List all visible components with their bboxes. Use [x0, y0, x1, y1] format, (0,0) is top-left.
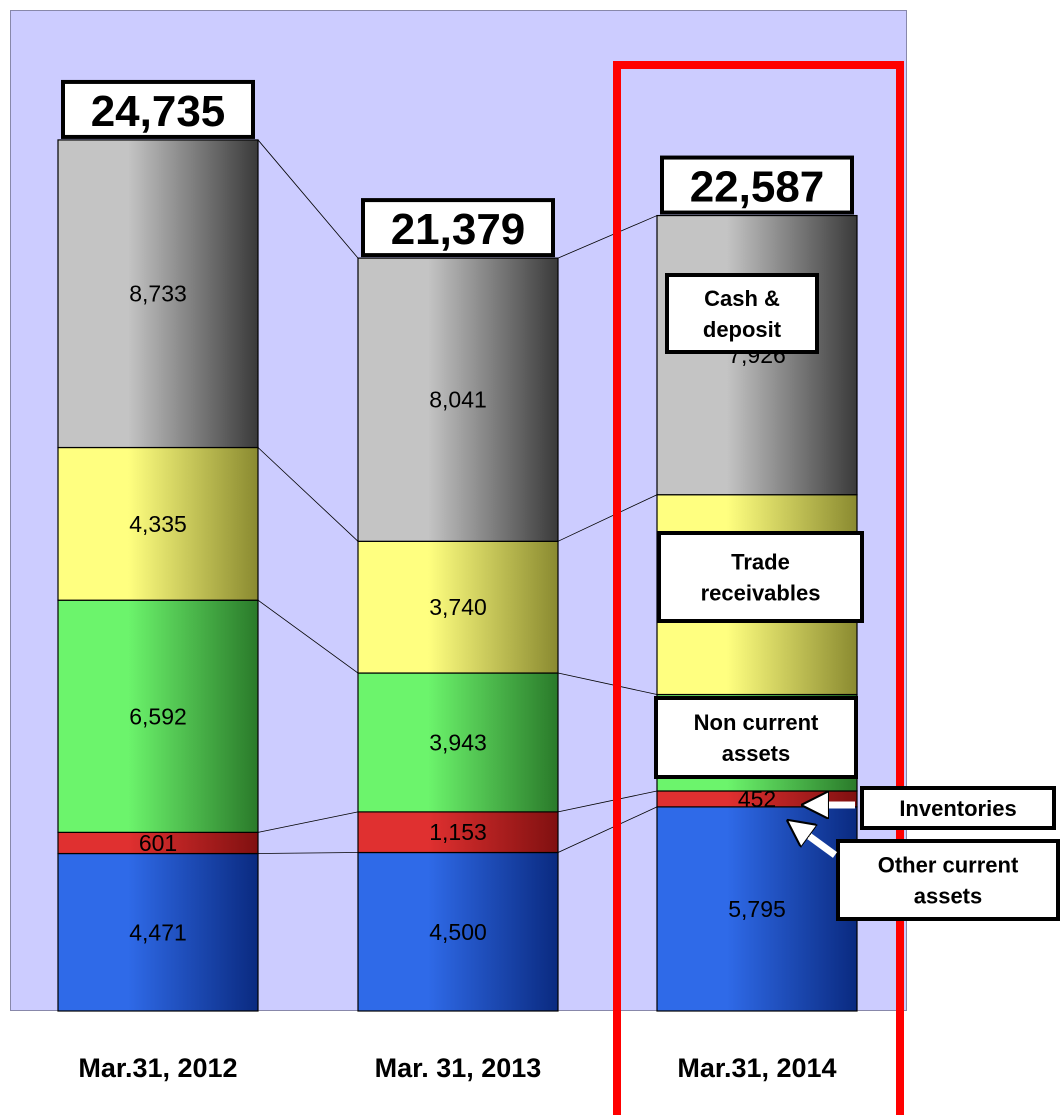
connector-line: [557, 806, 658, 853]
highlight-frame: [613, 61, 904, 1115]
callout-label: Trade: [731, 550, 790, 575]
connector-line: [557, 215, 658, 259]
connector-line: [257, 811, 359, 833]
bar-cash-deposit-1: [57, 139, 259, 449]
callout-label: assets: [722, 741, 791, 766]
callout-box: [657, 531, 864, 623]
value-labels: 4,471 601 6,592 4,335 8,733 4,500 1,153 3,943 3,…: [129, 281, 786, 946]
bar-other-current-assets-2: [357, 811, 559, 854]
total-labels: 24,735 21,379 22,587: [61, 79, 854, 258]
connector-line: [557, 672, 658, 695]
bar-inventories-2: [357, 672, 559, 813]
bar-cash-deposit-2: [357, 257, 559, 542]
value-label-non-current-assets-3: 5,795: [728, 896, 786, 922]
bars: [57, 139, 858, 1012]
bar-non-current-assets-1: [57, 852, 259, 1012]
callout-box: [860, 786, 1056, 830]
callout-other-current-assets: Other current assets: [836, 839, 1060, 921]
value-label-other-current-assets-2: 1,153: [429, 819, 487, 845]
callout-label: Inventories: [899, 796, 1016, 821]
value-label-cash-deposit-2: 8,041: [429, 387, 487, 413]
callout-label: Other current: [878, 853, 1019, 878]
total-label-3: 22,587: [690, 163, 825, 212]
connector-line: [557, 494, 658, 542]
value-label-trade-receivables-1: 4,335: [129, 511, 187, 537]
connector-line: [257, 139, 359, 259]
value-label-other-current-assets-1: 601: [139, 830, 177, 856]
callouts: Cash & deposit Trade receivables Inventories…: [654, 273, 1060, 921]
value-label-other-current-assets-3: 452: [738, 786, 776, 812]
arrow-icon: [798, 828, 838, 858]
value-label-trade-receivables-2: 3,740: [429, 594, 487, 620]
connector-line: [257, 447, 359, 542]
total-label-1: 24,735: [91, 87, 226, 136]
value-label-non-current-assets-1: 4,471: [129, 919, 187, 945]
value-label-inventories-2: 3,943: [429, 729, 487, 755]
total-box-3: [660, 155, 854, 215]
connector-lines: [257, 139, 658, 854]
callout-non-current-assets: Non current assets: [654, 696, 858, 779]
bar-inventories-1: [57, 599, 259, 833]
bar-trade-receivables-1: [57, 446, 259, 601]
value-label-inventories-1: 6,592: [129, 703, 187, 729]
callout-label: Non current: [694, 710, 819, 735]
value-label-non-current-assets-2: 4,500: [429, 919, 487, 945]
category-label-3: Mar.31, 2014: [677, 1053, 836, 1083]
highlight-frame-group: [613, 61, 904, 1115]
total-box-2: [361, 198, 555, 258]
category-label-1: Mar.31, 2012: [78, 1053, 237, 1083]
callout-box: [654, 696, 858, 779]
callout-cash-deposit: Cash & deposit: [665, 273, 819, 354]
category-label-2: Mar. 31, 2013: [375, 1053, 542, 1083]
connector-line: [257, 852, 359, 854]
callout-label: receivables: [701, 581, 821, 606]
connector-line: [257, 599, 359, 674]
callout-inventories: Inventories: [860, 786, 1056, 830]
callout-trade-receivables: Trade receivables: [657, 531, 864, 623]
callout-box: [836, 839, 1060, 921]
callout-label: Cash &: [704, 286, 780, 311]
callout-label: deposit: [703, 317, 782, 342]
category-labels: Mar.31, 2012 Mar. 31, 2013 Mar.31, 2014: [78, 1053, 836, 1083]
bar-non-current-assets-2: [357, 851, 559, 1012]
total-label-2: 21,379: [391, 205, 526, 254]
bar-cash-deposit-3: [656, 214, 858, 496]
bar-trade-receivables-2: [357, 540, 559, 674]
total-box-1: [61, 79, 255, 139]
callout-label: assets: [914, 884, 983, 909]
connector-line: [557, 790, 658, 813]
callout-box: [665, 273, 819, 354]
value-label-cash-deposit-1: 8,733: [129, 281, 187, 307]
